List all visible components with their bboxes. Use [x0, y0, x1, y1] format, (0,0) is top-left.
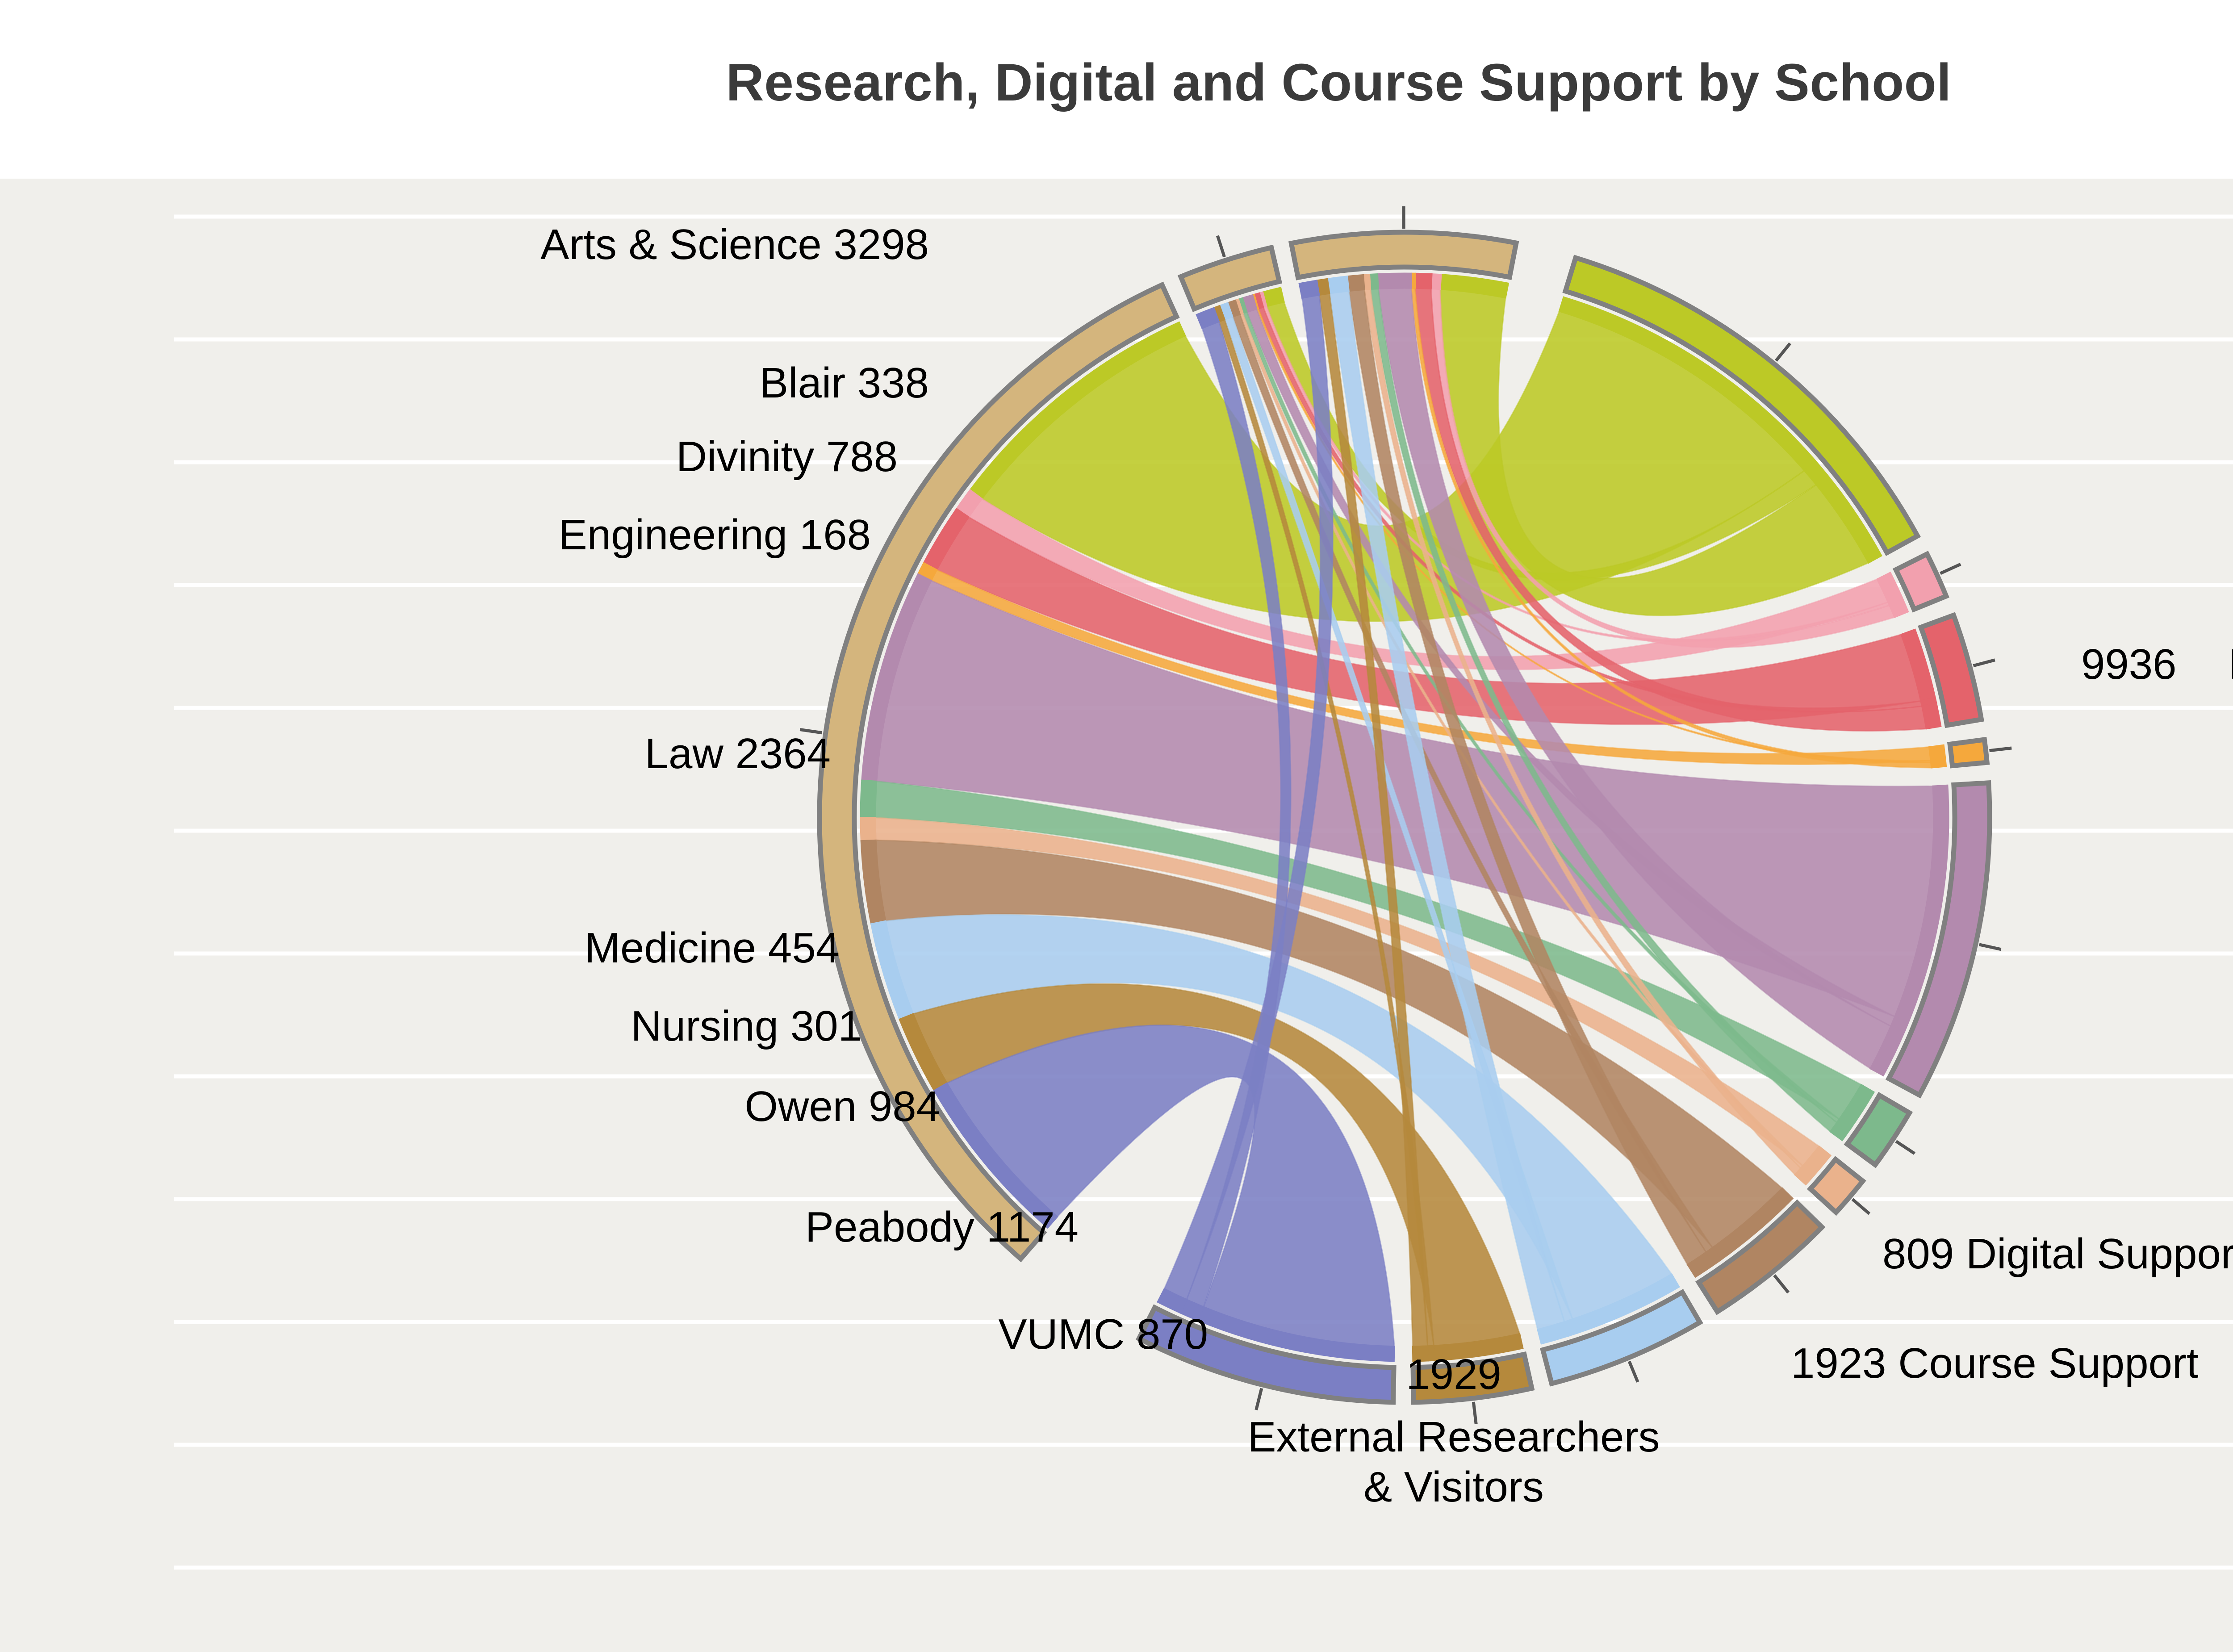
chord-ribbon-band [1196, 307, 1220, 330]
arc-tick [1895, 1140, 1916, 1155]
chord-ribbon-band [969, 321, 1186, 500]
chord-ribbon-band [923, 507, 970, 571]
arc-label: 809 Digital Support [1882, 1230, 2233, 1278]
arc-tick [1472, 1401, 1478, 1425]
chord-ribbon-band [1326, 276, 1350, 294]
chord-arc[interactable] [1885, 780, 1992, 1099]
title-bar: Research, Digital and Course Support by … [0, 0, 2233, 179]
chord-ribbon-band [1430, 273, 1442, 290]
arc-ticks [799, 206, 2012, 1425]
chord-ribbon-band [1921, 702, 1942, 730]
chord-ribbon-band [933, 1082, 1058, 1229]
chord-arc[interactable] [1135, 1304, 1397, 1405]
arc-label: & Visitors [1363, 1463, 1544, 1511]
chord-arc[interactable] [1288, 230, 1519, 280]
chord-arc[interactable] [1562, 255, 1921, 556]
arc-label: Medicine 454 [585, 924, 840, 972]
arc-label: 1923 Course Support [1791, 1339, 2199, 1387]
chord-ribbon-band [860, 779, 878, 819]
chord-ribbon-band [860, 817, 877, 842]
chord-arc[interactable] [1918, 612, 1984, 728]
chord-ribbon-band [1346, 274, 1365, 292]
arc-tick [1851, 1198, 1871, 1215]
arc-label-value: 9936 [2081, 640, 2177, 688]
arc-labels: Arts & Science 3298 Blair 338 Divinity 788… [540, 221, 2233, 1511]
chord-ribbon-band [955, 489, 983, 518]
chord-ribbon-band [899, 1013, 948, 1092]
chord-ribbon-band [1157, 1288, 1188, 1314]
chord-ribbon-band [861, 573, 933, 782]
chord-ribbon-band [860, 839, 887, 925]
chord-ribbon-band [1219, 302, 1234, 321]
chord-arc[interactable] [1540, 1289, 1703, 1387]
chord-arcs [817, 230, 1992, 1405]
chord-ribbon-band [1298, 280, 1320, 299]
arc-label-value: 1929 [1406, 1351, 1501, 1398]
arc-label: Arts & Science 3298 [540, 221, 929, 268]
plot-area: Arts & Science 3298 Blair 338 Divinity 788… [0, 179, 2233, 1652]
chord-arc[interactable] [1806, 1156, 1866, 1216]
chord-ribbon-band [870, 920, 914, 1020]
arc-tick [1216, 235, 1226, 258]
chord-ribbon-band [1888, 598, 1909, 619]
page-title: Research, Digital and Course Support by … [726, 53, 1952, 112]
chord-ribbon-band [1930, 760, 1947, 769]
chord-ribbon-band [1537, 1321, 1570, 1345]
arc-label: Blair 338 [760, 359, 929, 407]
chord-arc[interactable] [1695, 1199, 1826, 1315]
chord-ribbon-band [1439, 274, 1510, 299]
arc-tick [1973, 658, 1995, 668]
chord-ribbon-band [1815, 474, 1882, 564]
arc-tick [1940, 563, 1961, 575]
chord-arc[interactable] [1947, 736, 1990, 769]
chord-ribbon-band [1376, 272, 1412, 290]
chord-ribbon-band [1686, 1251, 1716, 1278]
chord-ribbon-band [1829, 1121, 1850, 1142]
arc-label: Law 2364 [645, 730, 831, 778]
chord-arc[interactable] [1177, 244, 1283, 312]
chord-ribbon-band [1262, 287, 1285, 307]
chord-ribbon-band [1412, 1345, 1429, 1362]
arc-label: Peabody 1174 [805, 1203, 1079, 1251]
chord-arc[interactable] [1892, 551, 1950, 613]
arc-tick [1979, 943, 2002, 951]
chord-ribbon-band [1794, 1167, 1813, 1186]
arc-label: Nursing 301 [631, 1002, 862, 1050]
chord-arc[interactable] [817, 281, 1180, 1263]
chord-ribbon-band [1928, 744, 1946, 761]
arc-label: Owen 984 [744, 1083, 940, 1130]
chord-ribbons [874, 287, 1935, 1347]
arc-tick [1627, 1360, 1639, 1383]
chord-ribbon-band [1414, 272, 1433, 290]
arc-tick [1989, 746, 2012, 753]
chord-inner-bands [860, 272, 1949, 1362]
chord-ribbon-band [1869, 1025, 1906, 1077]
chord-ribbon-band [1316, 278, 1330, 296]
arc-tick [799, 728, 823, 735]
arc-label: Engineering 168 [559, 511, 871, 559]
chord-arc[interactable] [1844, 1092, 1913, 1168]
chord-arc[interactable] [1410, 1351, 1535, 1405]
arc-tick [1773, 1274, 1790, 1294]
chord-diagram: Arts & Science 3298 Blair 338 Divinity 788… [174, 206, 2233, 1570]
arc-label: Research [2229, 640, 2233, 688]
arc-label: VUMC 870 [999, 1310, 1208, 1358]
arc-label: External Researchers [1247, 1413, 1660, 1461]
arc-tick [1254, 1388, 1263, 1410]
arc-label: Divinity 788 [676, 433, 898, 481]
arc-tick [1775, 342, 1792, 362]
